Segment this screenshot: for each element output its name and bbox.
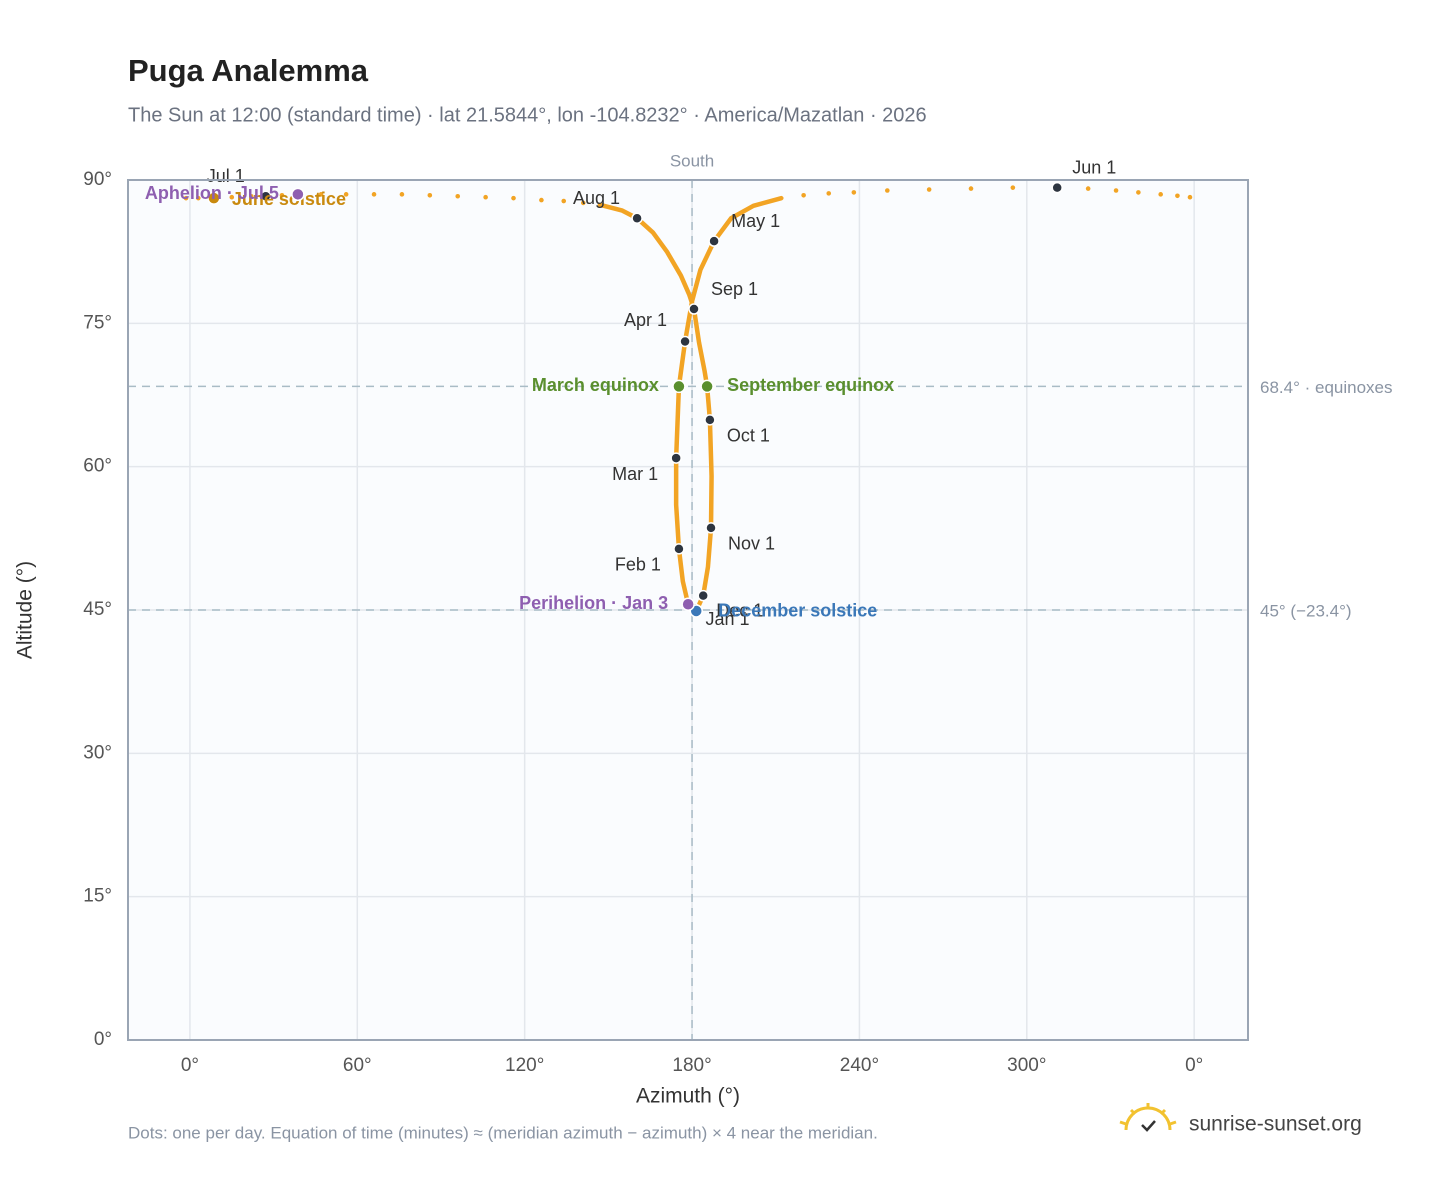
- month-dot: [705, 522, 717, 534]
- daily-dot: [826, 191, 832, 196]
- daily-dot: [580, 200, 586, 206]
- y-tick-label: 60°: [83, 456, 112, 477]
- daily-dot: [1136, 190, 1141, 195]
- daily-dot: [483, 194, 488, 200]
- x-tick-label: 180°: [672, 1055, 711, 1076]
- event-dot: [291, 187, 305, 202]
- y-tick-label: 30°: [83, 742, 112, 763]
- month-label: Nov 1: [728, 534, 775, 554]
- chart-subtitle: The Sun at 12:00 (standard time) · lat 2…: [128, 104, 927, 126]
- daily-dot: [248, 193, 254, 199]
- event-label: Perihelion · Jan 3: [519, 593, 668, 613]
- event-label: March equinox: [532, 375, 659, 395]
- month-label: Feb 1: [615, 555, 661, 575]
- event-label: Aphelion · Jul 5: [145, 183, 279, 203]
- daily-dot: [851, 190, 857, 195]
- x-tick-label: 300°: [1007, 1055, 1046, 1076]
- month-dot: [1051, 181, 1063, 194]
- daily-dot: [455, 193, 461, 199]
- brand-logo: [1119, 1103, 1177, 1132]
- daily-dot: [229, 194, 235, 200]
- plot-frame: [127, 179, 1249, 1041]
- daily-dot: [1085, 186, 1091, 191]
- x-axis-label: Azimuth (°): [636, 1085, 740, 1108]
- month-label: Mar 1: [612, 464, 658, 484]
- event-dot: [700, 379, 714, 394]
- month-label: Aug 1: [573, 188, 620, 208]
- daily-dot: [318, 192, 324, 197]
- x-tick-label: 120°: [505, 1055, 544, 1076]
- x-tick-label: 0°: [181, 1055, 199, 1076]
- daily-dot: [1158, 192, 1163, 197]
- month-label: Oct 1: [727, 426, 770, 446]
- month-dot: [679, 335, 691, 348]
- daily-dot: [885, 188, 890, 193]
- daily-dot: [1010, 185, 1016, 190]
- footnote: Dots: one per day. Equation of time (min…: [128, 1123, 878, 1142]
- daily-dot: [399, 192, 405, 197]
- brand: sunrise-sunset.org: [1189, 1113, 1362, 1136]
- event-label: June solstice: [232, 189, 346, 209]
- month-label: Apr 1: [624, 310, 667, 330]
- daily-dot: [371, 192, 377, 197]
- month-dot: [673, 543, 685, 555]
- event-label: September equinox: [727, 375, 894, 395]
- daily-dot: [801, 192, 806, 198]
- daily-dot: [1175, 193, 1180, 199]
- month-label: Jun 1: [1072, 157, 1116, 177]
- daily-dot: [1187, 194, 1193, 200]
- event-dot: [207, 191, 221, 205]
- chart-title: Puga Analemma: [128, 53, 369, 88]
- daily-dot: [539, 197, 544, 203]
- event-label: December solstice: [718, 601, 877, 621]
- month-dot: [688, 303, 700, 315]
- reference-label: 68.4° · equinoxes: [1260, 378, 1393, 397]
- month-dot: [670, 452, 682, 464]
- month-label: Sep 1: [711, 279, 758, 299]
- daily-dot: [427, 192, 433, 198]
- daily-dot: [183, 195, 189, 201]
- daily-dot: [279, 192, 285, 198]
- month-label: Dec 1: [716, 600, 763, 620]
- daily-dot: [195, 195, 201, 201]
- y-tick-label: 15°: [83, 886, 112, 907]
- y-tick-label: 45°: [83, 599, 112, 620]
- month-dot: [631, 212, 643, 224]
- event-dot: [672, 379, 686, 394]
- reference-label: South: [670, 151, 714, 170]
- y-axis-label: Altitude (°): [14, 561, 37, 659]
- month-dot: [708, 235, 720, 247]
- x-tick-label: 240°: [840, 1055, 879, 1076]
- daily-dot: [1113, 188, 1119, 193]
- month-label: Jan 1: [705, 609, 749, 629]
- x-tick-label: 60°: [343, 1055, 372, 1076]
- y-tick-label: 0°: [94, 1029, 112, 1050]
- daily-dot: [968, 186, 974, 191]
- month-label: May 1: [731, 211, 780, 231]
- daily-dot: [511, 195, 516, 201]
- daily-dot: [926, 187, 932, 192]
- y-tick-label: 75°: [83, 312, 112, 333]
- daily-dot: [561, 198, 567, 204]
- daily-dot: [343, 192, 349, 197]
- month-dot: [260, 190, 272, 202]
- month-dot: [704, 414, 716, 426]
- y-tick-label: 90°: [83, 169, 112, 190]
- reference-label: 45° (−23.4°): [1260, 601, 1352, 620]
- event-dot: [681, 597, 695, 612]
- x-tick-label: 0°: [1185, 1055, 1203, 1076]
- month-dot: [697, 589, 709, 602]
